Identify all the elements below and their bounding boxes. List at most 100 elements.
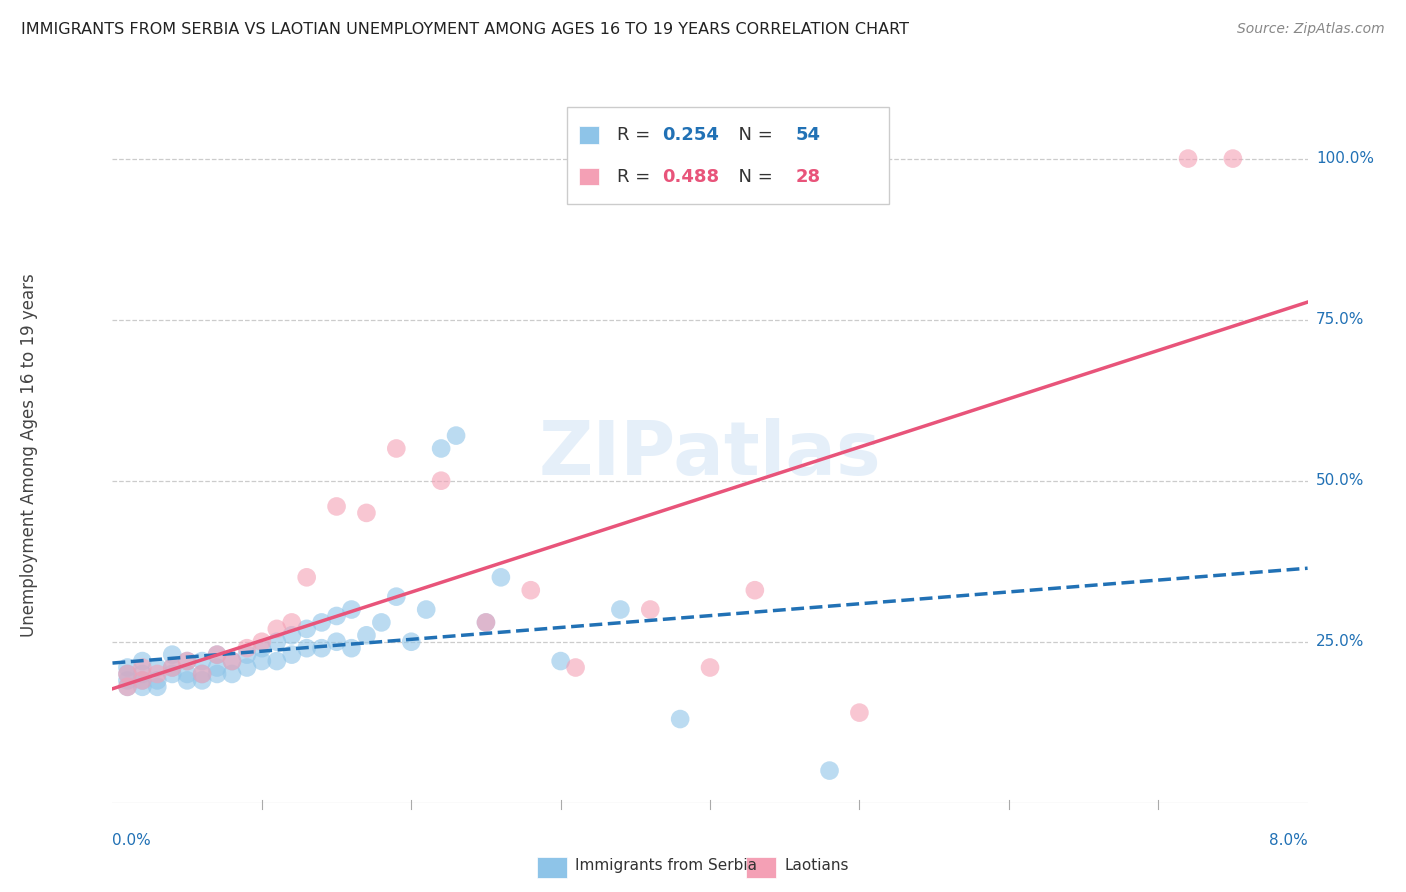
Point <box>281 615 304 630</box>
Point <box>295 622 318 636</box>
Point <box>356 506 378 520</box>
Point <box>281 648 304 662</box>
Point <box>236 660 259 674</box>
Bar <box>747 857 776 878</box>
Text: Unemployment Among Ages 16 to 19 years: Unemployment Among Ages 16 to 19 years <box>20 273 38 637</box>
Point <box>146 673 169 688</box>
Point <box>176 654 198 668</box>
Text: 8.0%: 8.0% <box>1268 833 1308 848</box>
Point <box>295 570 318 584</box>
Point <box>266 634 288 648</box>
Text: N =: N = <box>727 168 779 186</box>
Point <box>162 660 183 674</box>
Point <box>475 615 498 630</box>
Text: 50.0%: 50.0% <box>1316 473 1364 488</box>
Point <box>489 570 512 584</box>
Point <box>430 474 453 488</box>
Point <box>340 602 363 616</box>
Point <box>266 654 288 668</box>
Point <box>311 615 333 630</box>
Point <box>250 634 273 648</box>
Point <box>131 673 153 688</box>
Point <box>340 641 363 656</box>
Point <box>609 602 631 616</box>
Text: 0.0%: 0.0% <box>112 833 152 848</box>
Point <box>205 667 228 681</box>
Point <box>162 667 183 681</box>
Point <box>444 428 467 442</box>
Point <box>669 712 692 726</box>
Text: 28: 28 <box>796 168 821 186</box>
Point <box>699 660 721 674</box>
Text: 54: 54 <box>796 126 821 144</box>
Text: ZIPatlas: ZIPatlas <box>538 418 882 491</box>
Point <box>236 648 259 662</box>
Text: 0.488: 0.488 <box>662 168 720 186</box>
Point <box>266 622 288 636</box>
Point <box>325 609 347 624</box>
Point <box>131 680 153 694</box>
Point <box>236 641 259 656</box>
Point <box>146 680 169 694</box>
Point <box>117 673 139 688</box>
Point <box>131 654 153 668</box>
Point <box>205 660 228 674</box>
Point <box>176 654 198 668</box>
Text: 75.0%: 75.0% <box>1316 312 1364 327</box>
Point <box>281 628 304 642</box>
Bar <box>579 126 599 144</box>
Point <box>356 628 378 642</box>
Point <box>117 680 139 694</box>
Point <box>191 667 214 681</box>
Point <box>295 641 318 656</box>
Point <box>176 673 198 688</box>
FancyBboxPatch shape <box>567 107 890 204</box>
Point <box>1222 152 1244 166</box>
Point <box>146 667 169 681</box>
Point <box>520 583 543 598</box>
Text: 100.0%: 100.0% <box>1316 151 1374 166</box>
Point <box>191 654 214 668</box>
Point <box>250 654 273 668</box>
Point <box>325 500 347 514</box>
Point <box>475 615 498 630</box>
Point <box>146 660 169 674</box>
Point <box>640 602 662 616</box>
Text: 0.254: 0.254 <box>662 126 718 144</box>
Point <box>550 654 572 668</box>
Point <box>311 641 333 656</box>
Text: Source: ZipAtlas.com: Source: ZipAtlas.com <box>1237 22 1385 37</box>
Point <box>1177 152 1199 166</box>
Point <box>385 590 408 604</box>
Text: Immigrants from Serbia: Immigrants from Serbia <box>575 858 756 873</box>
Bar <box>537 857 567 878</box>
Point <box>744 583 766 598</box>
Point <box>131 660 153 674</box>
Text: R =: R = <box>617 168 655 186</box>
Point <box>117 680 139 694</box>
Point <box>191 673 214 688</box>
Text: N =: N = <box>727 126 779 144</box>
Point <box>162 660 183 674</box>
Point <box>221 667 243 681</box>
Point <box>221 654 243 668</box>
Point <box>250 641 273 656</box>
Bar <box>579 168 599 186</box>
Point <box>176 667 198 681</box>
Point <box>205 648 228 662</box>
Point <box>131 667 153 681</box>
Point <box>848 706 870 720</box>
Point <box>564 660 586 674</box>
Point <box>818 764 841 778</box>
Text: R =: R = <box>617 126 655 144</box>
Text: IMMIGRANTS FROM SERBIA VS LAOTIAN UNEMPLOYMENT AMONG AGES 16 TO 19 YEARS CORRELA: IMMIGRANTS FROM SERBIA VS LAOTIAN UNEMPL… <box>21 22 910 37</box>
Point <box>117 667 139 681</box>
Point <box>430 442 453 456</box>
Text: 25.0%: 25.0% <box>1316 634 1364 649</box>
Point <box>117 667 139 681</box>
Point <box>117 660 139 674</box>
Point <box>162 648 183 662</box>
Point <box>131 673 153 688</box>
Point <box>401 634 423 648</box>
Point <box>221 654 243 668</box>
